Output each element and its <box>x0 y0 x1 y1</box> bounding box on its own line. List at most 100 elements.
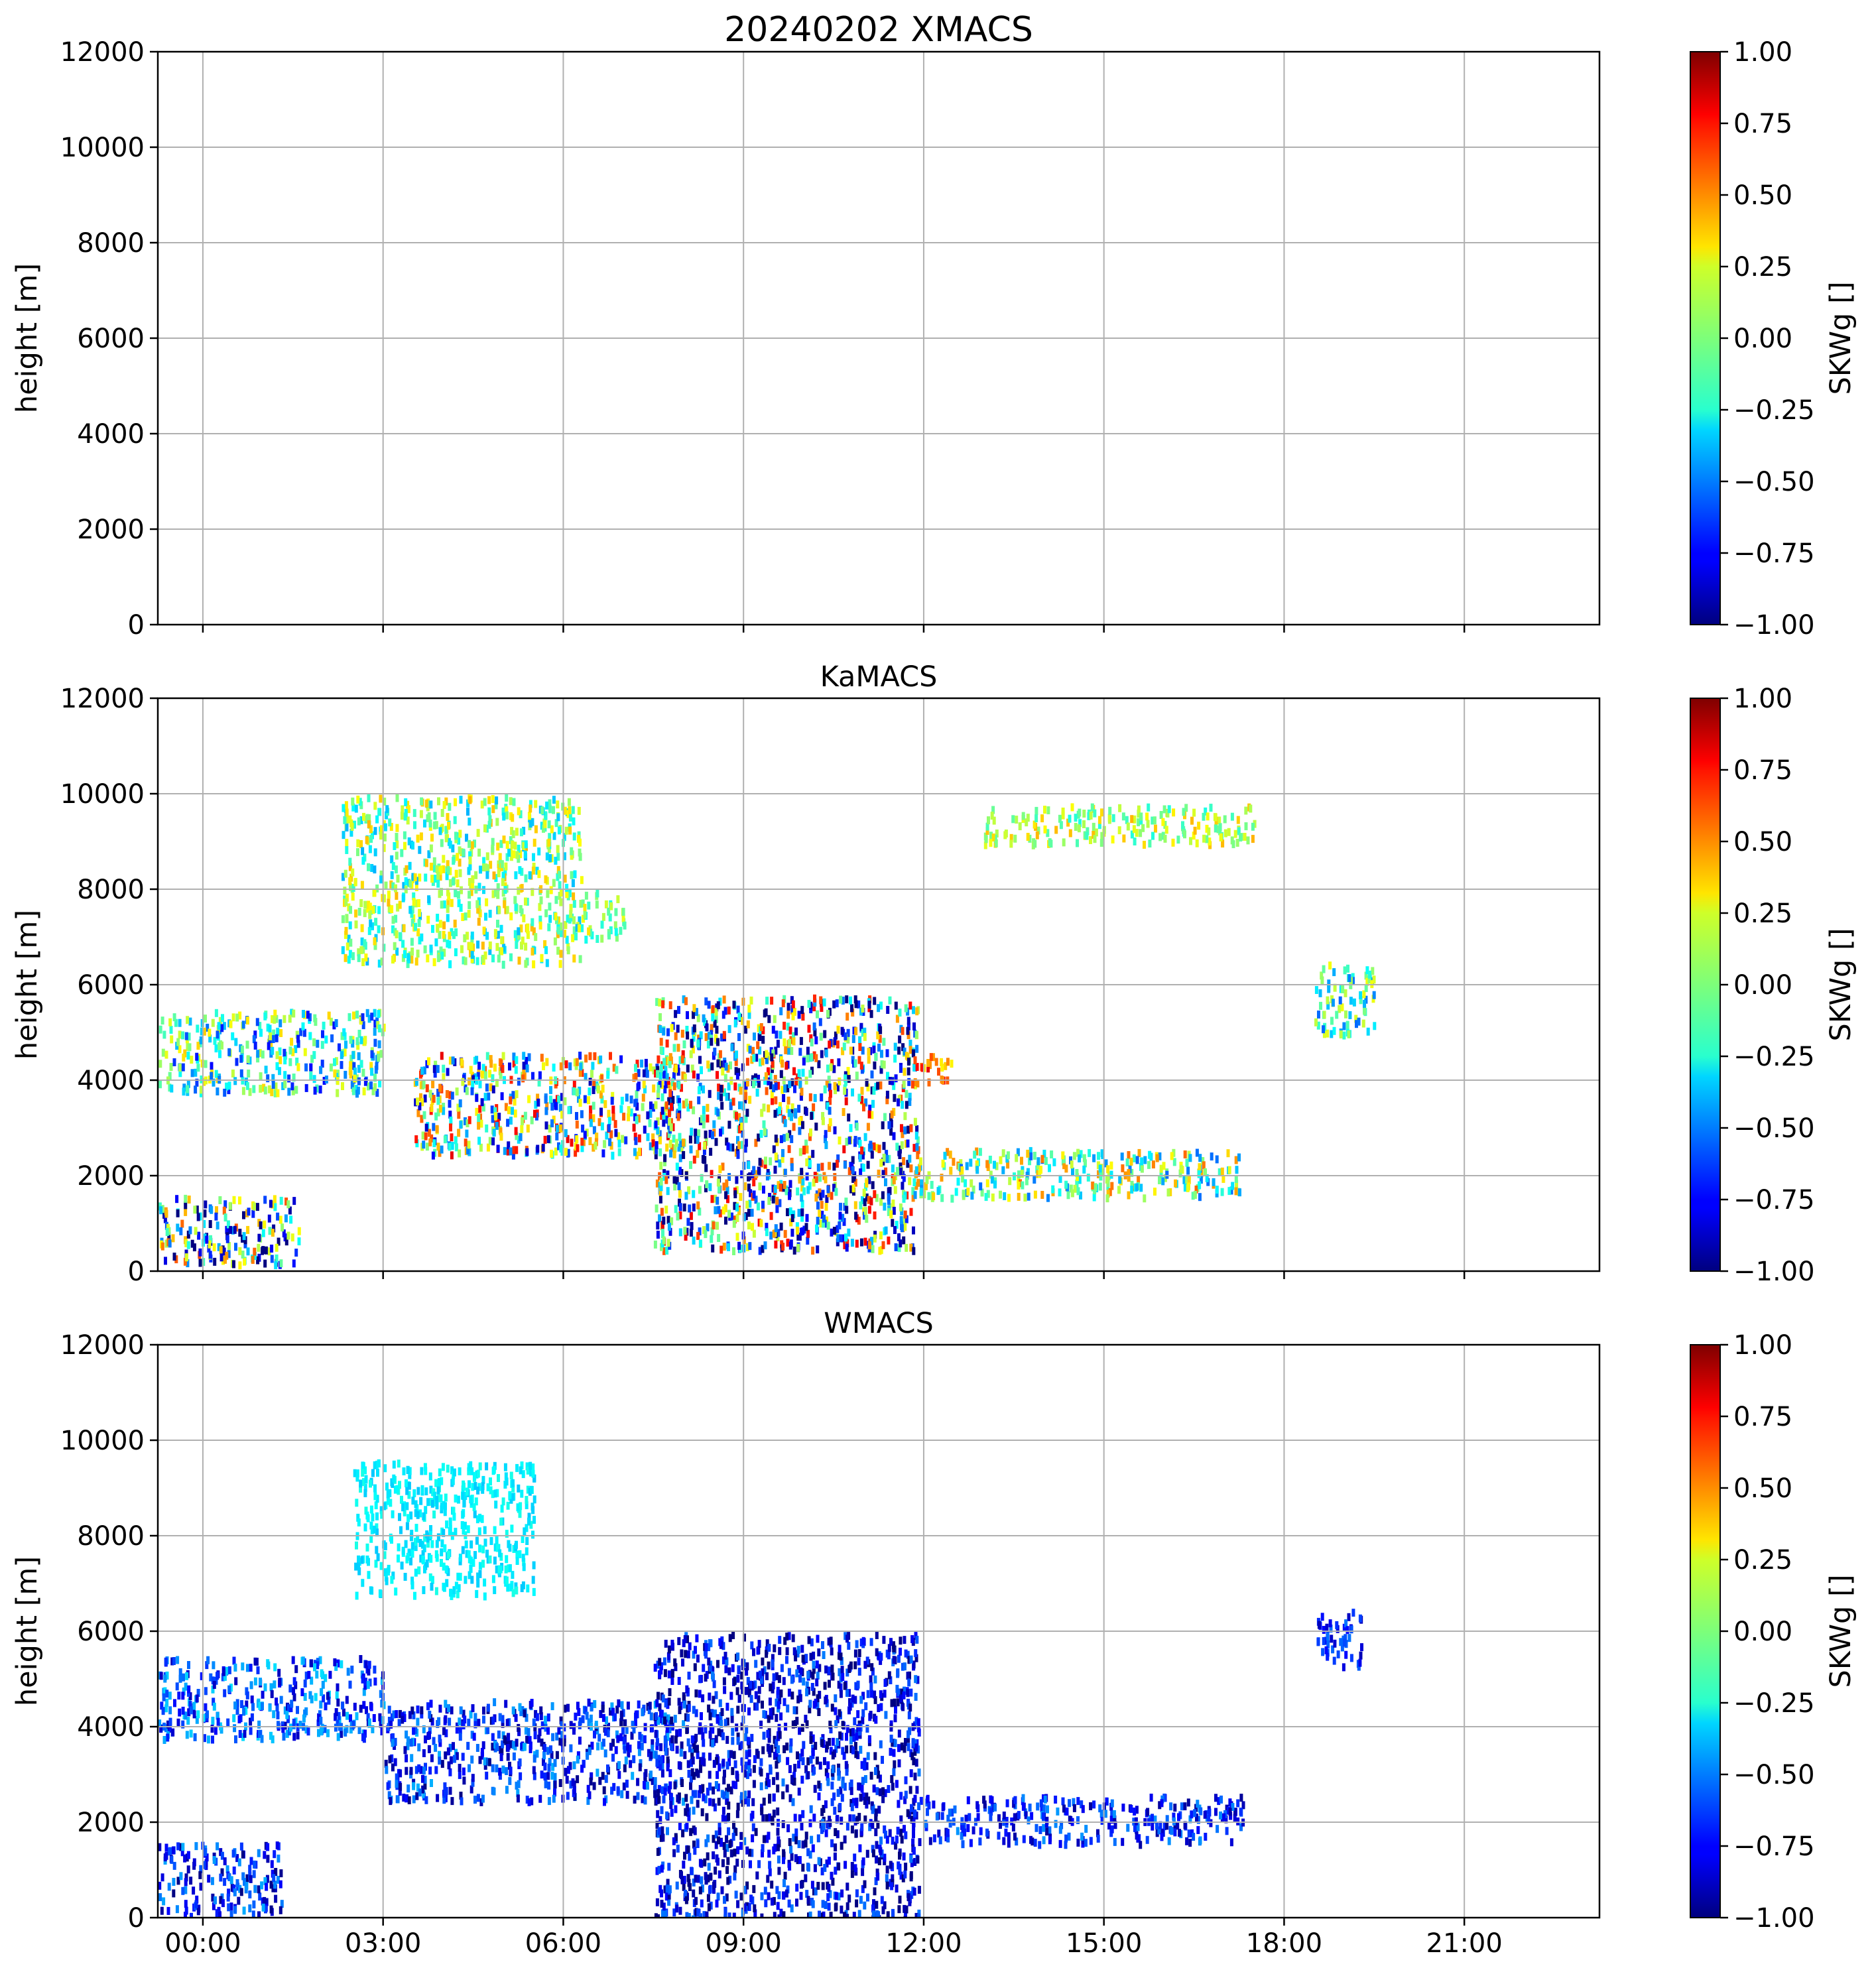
heatmap-cell-3 <box>903 1068 907 1076</box>
heatmap-cell-2 <box>500 1092 504 1101</box>
heatmap-cell-0 <box>479 865 482 874</box>
heatmap-cell-3 <box>866 1083 870 1091</box>
heatmap-cell-3 <box>761 1036 765 1044</box>
heatmap-cell-1 <box>355 1037 359 1046</box>
heatmap-cell-0 <box>412 914 416 922</box>
heatmap-cell-0 <box>575 924 579 932</box>
heatmap-cell-0 <box>491 805 495 814</box>
heatmap-cell-7 <box>1239 834 1243 842</box>
heatmap-cell-1 <box>166 1720 170 1729</box>
heatmap-cell-4 <box>198 1248 202 1257</box>
heatmap-cell-1 <box>225 1666 229 1675</box>
heatmap-cell-2 <box>621 1709 625 1717</box>
heatmap-cell-1 <box>271 1735 275 1744</box>
heatmap-cell-1 <box>294 1717 298 1726</box>
heatmap-cell-5 <box>1098 1182 1102 1191</box>
heatmap-cell-7 <box>1059 821 1063 830</box>
heatmap-cell-7 <box>1062 838 1066 847</box>
heatmap-cell-0 <box>505 794 509 802</box>
heatmap-cell-2 <box>660 1786 664 1794</box>
heatmap-cell-0 <box>469 942 473 951</box>
heatmap-cell-3 <box>692 1204 696 1211</box>
heatmap-cell-0 <box>529 800 532 808</box>
heatmap-cell-0 <box>354 804 358 813</box>
heatmap-cell-3 <box>762 1120 766 1129</box>
heatmap-cell-7 <box>1100 832 1104 840</box>
heatmap-cell-2 <box>410 1706 414 1715</box>
heatmap-cell-0 <box>494 1501 498 1509</box>
heatmap-cell-3 <box>891 1164 895 1173</box>
heatmap-cell-3 <box>824 1141 828 1149</box>
heatmap-cell-0 <box>529 1485 533 1494</box>
heatmap-cell-3 <box>711 1244 715 1253</box>
heatmap-cell-0 <box>458 858 462 867</box>
heatmap-cell-5 <box>1096 1161 1100 1170</box>
heatmap-cell-2 <box>464 1139 468 1147</box>
heatmap-cell-9 <box>913 1056 917 1065</box>
heatmap-cell-3 <box>744 1091 748 1100</box>
heatmap-cell-3 <box>755 1170 759 1178</box>
heatmap-cell-0 <box>382 944 386 952</box>
heatmap-cell-1 <box>244 1078 248 1086</box>
heatmap-cell-2 <box>414 1098 418 1107</box>
heatmap-cell-2 <box>462 1776 466 1785</box>
heatmap-cell-3 <box>727 1082 731 1091</box>
heatmap-cell-0 <box>428 820 432 828</box>
heatmap-cell-0 <box>359 1479 363 1488</box>
heatmap-cell-2 <box>534 1709 538 1718</box>
heatmap-cell-2 <box>407 1796 411 1804</box>
heatmap-cell-1 <box>269 1683 273 1692</box>
heatmap-cell-0 <box>511 830 515 839</box>
heatmap-cell-2 <box>620 1701 624 1709</box>
heatmap-cell-0 <box>446 898 450 907</box>
heatmap-cell-0 <box>504 862 508 871</box>
heatmap-cell-2 <box>416 1097 420 1106</box>
heatmap-cell-3 <box>757 1218 761 1227</box>
heatmap-cell-1 <box>214 1070 218 1078</box>
heatmap-cell-3 <box>792 1067 796 1076</box>
heatmap-cell-0 <box>557 826 561 835</box>
heatmap-cell-3 <box>863 1027 867 1036</box>
heatmap-cell-0 <box>461 1492 465 1500</box>
heatmap-cell-3 <box>786 1084 790 1093</box>
heatmap-cell-1 <box>211 1676 215 1685</box>
heatmap-cell-5 <box>1084 1159 1087 1168</box>
heatmap-cell-0 <box>422 1586 426 1595</box>
heatmap-cell-4 <box>186 1230 190 1239</box>
heatmap-cell-1 <box>239 1044 243 1052</box>
heatmap-cell-3 <box>901 1043 905 1052</box>
heatmap-cell-3 <box>769 1157 773 1166</box>
heatmap-cell-4 <box>184 1194 188 1203</box>
heatmap-cell-3 <box>871 1181 875 1190</box>
heatmap-cell-2 <box>566 1792 570 1800</box>
heatmap-cell-0 <box>412 898 416 906</box>
heatmap-cell-0 <box>371 922 374 930</box>
heatmap-cell-1 <box>352 1062 356 1070</box>
heatmap-cell-7 <box>1090 803 1094 812</box>
heatmap-cell-5 <box>1158 1152 1162 1160</box>
heatmap-cell-0 <box>444 1502 447 1511</box>
heatmap-cell-1 <box>308 1013 312 1022</box>
heatmap-cell-6 <box>584 891 588 900</box>
heatmap-cell-2 <box>569 1744 573 1753</box>
heatmap-cell-3 <box>891 1077 895 1085</box>
heatmap-cell-1 <box>256 1666 260 1674</box>
heatmap-cell-2 <box>615 1730 619 1739</box>
heatmap-cell-1 <box>336 1077 340 1085</box>
heatmap-cell-4 <box>284 1237 288 1246</box>
heatmap-cell-6 <box>614 908 618 916</box>
heatmap-cell-0 <box>433 1491 437 1500</box>
heatmap-cell-0 <box>461 913 465 921</box>
heatmap-cell-5 <box>1075 1169 1079 1177</box>
heatmap-cell-4 <box>218 1196 222 1204</box>
heatmap-cell-2 <box>680 1144 684 1152</box>
heatmap-cell-3 <box>763 1127 767 1136</box>
heatmap-cell-3 <box>842 1217 846 1226</box>
heatmap-cell-0 <box>348 921 352 930</box>
heatmap-cell-2 <box>624 1136 628 1144</box>
heatmap-cell-0 <box>444 1493 448 1502</box>
heatmap-cell-4 <box>171 1234 175 1243</box>
heatmap-cell-3 <box>659 1064 663 1072</box>
heatmap-cell-3 <box>897 1233 901 1241</box>
